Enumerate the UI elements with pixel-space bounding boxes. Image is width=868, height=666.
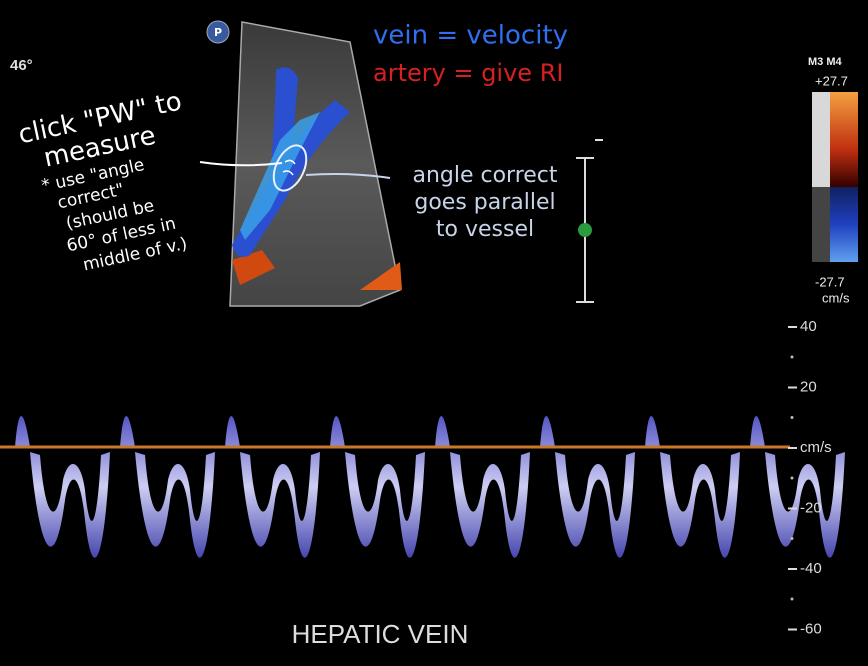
scale-label: -60 xyxy=(800,620,822,637)
scale-label: 20 xyxy=(800,378,817,395)
right-note-line: angle correct xyxy=(412,163,557,188)
probe-badge-circle xyxy=(206,20,230,44)
color-bar-max: +27.7 xyxy=(815,73,848,88)
gate-marker xyxy=(578,223,592,237)
scale-label: cm/s xyxy=(800,439,832,456)
scale-dot xyxy=(790,597,794,601)
color-bar-unit: cm/s xyxy=(822,290,850,305)
probe-badge: P xyxy=(214,26,222,39)
vein-note: vein = velocity xyxy=(373,21,568,51)
right-note-line: to vessel xyxy=(436,217,534,242)
color-bar-gray-low xyxy=(812,187,830,262)
velocity-scale: 40 20 cm/s -20 -40 -60 xyxy=(788,318,832,637)
artery-note: artery = give RI xyxy=(373,59,563,87)
pointer-arrow xyxy=(199,161,283,167)
scale-dot xyxy=(790,537,794,540)
scale-dot xyxy=(790,476,794,480)
scale-dot xyxy=(790,355,794,359)
scale-dot xyxy=(790,416,794,419)
color-bar-min: -27.7 xyxy=(815,274,845,289)
color-bar-gray xyxy=(812,92,830,187)
color-bar-forward xyxy=(830,92,858,187)
caption: HEPATIC VEIN xyxy=(292,619,469,649)
scale-label: -40 xyxy=(800,560,822,577)
doppler-image xyxy=(229,21,402,307)
right-note-line: goes parallel xyxy=(414,190,555,215)
scale-label: 40 xyxy=(800,318,817,335)
color-bar-reverse xyxy=(830,187,858,262)
spectral-waveform xyxy=(15,416,845,558)
color-bar-mode: M3 M4 xyxy=(808,56,843,68)
pointer-line xyxy=(305,173,391,179)
scale-label: -20 xyxy=(800,499,822,516)
angle-label: 46° xyxy=(10,57,33,74)
